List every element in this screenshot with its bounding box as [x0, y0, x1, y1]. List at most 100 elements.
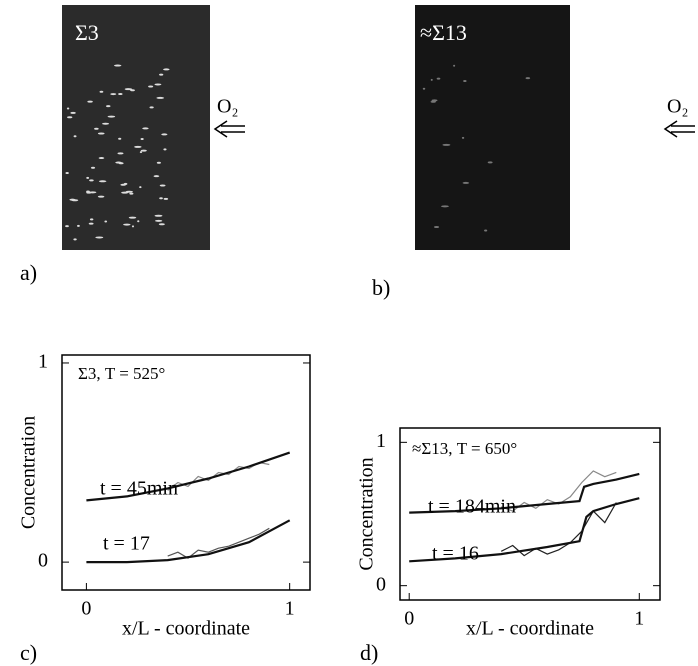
speck [70, 111, 76, 114]
speck [65, 225, 69, 228]
speck [110, 93, 117, 96]
speck [118, 162, 124, 165]
speck [430, 78, 433, 81]
x-tick-label: 0 [404, 608, 414, 630]
speck [128, 216, 137, 219]
speck [149, 106, 154, 109]
speck [97, 195, 105, 198]
x-tick-label: 1 [285, 598, 295, 620]
speck [124, 88, 133, 91]
speck [107, 115, 116, 118]
speck [163, 197, 169, 200]
speck [525, 77, 531, 80]
speck [98, 157, 105, 160]
speck [154, 214, 163, 217]
micrograph [62, 5, 210, 250]
speck [158, 223, 165, 226]
speck [156, 96, 165, 99]
speck [441, 205, 449, 208]
speck [139, 151, 143, 154]
data-line [500, 470, 617, 512]
x-tick-label: 0 [81, 598, 91, 620]
speck [102, 122, 110, 125]
speck [163, 148, 167, 151]
speck [422, 87, 426, 90]
panel-label: c) [20, 640, 37, 665]
speck [487, 161, 493, 164]
speck [71, 199, 79, 202]
speck [113, 64, 122, 67]
speck [442, 143, 451, 146]
speck [163, 68, 170, 71]
speck [430, 100, 437, 103]
panel-label: d) [360, 640, 378, 665]
speck [88, 222, 94, 225]
speck [139, 186, 142, 189]
annotation: t = 17 [103, 533, 150, 555]
speck [89, 191, 97, 194]
speck [89, 218, 94, 221]
speck [154, 219, 163, 222]
x-axis-label: x/L - coordinate [122, 618, 250, 640]
data-line [409, 497, 640, 563]
speck [462, 181, 470, 184]
speck [140, 137, 144, 140]
speck [461, 136, 465, 139]
arrow-label: O₂ [217, 96, 238, 118]
speck [118, 137, 122, 140]
arrow [213, 120, 245, 138]
speck [161, 133, 168, 136]
data-line [86, 519, 291, 564]
speck [86, 176, 90, 179]
annotation: t = 16 [432, 543, 479, 565]
speck [73, 238, 77, 241]
speck [137, 220, 140, 223]
data-line [167, 527, 270, 559]
panel-label: b) [372, 275, 390, 300]
plot-frame [399, 427, 661, 601]
speck [148, 85, 154, 88]
annotation: t = 45min [100, 478, 178, 500]
speck [99, 90, 104, 93]
speck [153, 175, 160, 178]
data-line [86, 451, 291, 502]
speck [434, 225, 440, 228]
speck [129, 192, 134, 195]
speck [77, 224, 80, 227]
speck [134, 145, 142, 148]
arrow [663, 120, 695, 138]
image-label: ≈Σ13 [420, 20, 467, 45]
speck [106, 105, 111, 108]
micrograph [415, 5, 570, 250]
speck [67, 116, 73, 119]
speck [453, 64, 456, 67]
annotation: Σ3, T = 525° [78, 364, 165, 383]
annotation: t = 184min [428, 496, 516, 518]
speck [89, 179, 94, 182]
speck [484, 229, 488, 232]
speck [98, 180, 107, 183]
speck [87, 100, 93, 103]
y-axis-label: Concentration [18, 416, 40, 529]
y-axis-label: Concentration [356, 457, 378, 570]
speck [131, 225, 135, 228]
speck [140, 149, 147, 152]
speck [97, 132, 105, 135]
speck [463, 79, 467, 82]
annotation: ≈Σ13, T = 650° [412, 439, 517, 458]
y-tick-label: 1 [376, 430, 386, 452]
speck [95, 236, 104, 239]
speck [125, 190, 133, 193]
y-tick-label: 0 [38, 550, 48, 572]
speck [154, 83, 162, 86]
speck [156, 161, 161, 164]
x-tick-label: 1 [634, 608, 644, 630]
plot-frame [61, 354, 311, 591]
data-line [409, 472, 640, 514]
speck [123, 223, 131, 226]
speck [90, 166, 96, 169]
speck [123, 182, 128, 185]
arrow-label: O₂ [667, 96, 688, 118]
speck [86, 190, 90, 193]
